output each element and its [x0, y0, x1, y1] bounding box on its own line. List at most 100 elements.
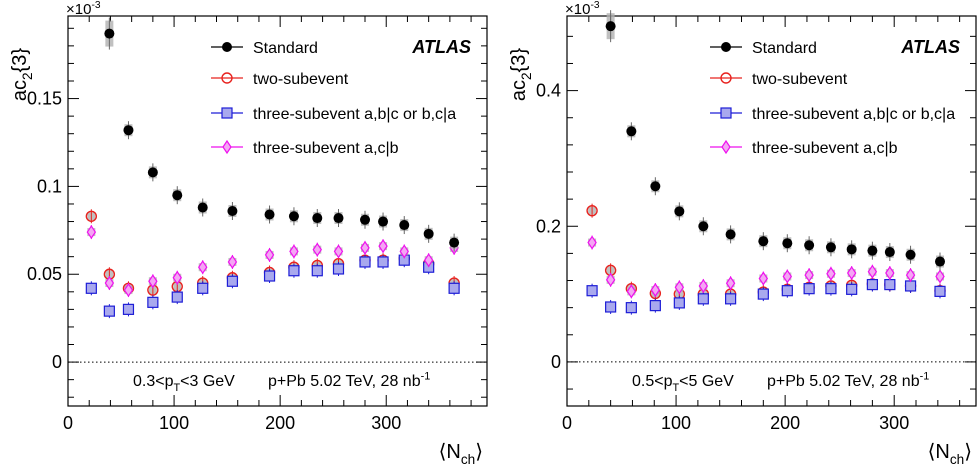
left-annotation-pt-sub: T: [173, 382, 180, 394]
right-three_abc-point: [866, 278, 878, 291]
left-three_acb-point: [399, 244, 409, 259]
right-atlas-label: ATLAS: [900, 37, 960, 57]
left-standard-point: [104, 28, 115, 39]
right-three_abc-point: [605, 301, 617, 313]
left-x-axis-title-sub: ch: [461, 452, 475, 464]
right-three_acb-point: [698, 278, 709, 294]
left-three_abc-point: [103, 305, 115, 317]
left-x-tick-label: 0: [63, 413, 73, 433]
left-three_abc-point: [448, 282, 460, 294]
right-y-axis-title-sub: 2: [519, 72, 534, 80]
right-three_abc-point: [586, 285, 598, 297]
left-three_acb-point: [227, 254, 238, 270]
left-three_acb-point: [172, 270, 182, 285]
right-three_abc-point: [757, 288, 769, 300]
left-three_abc-point: [311, 265, 323, 277]
right-legend-marker-standard: [721, 42, 731, 52]
right-standard-point: [725, 229, 736, 240]
right-legend-marker-three_abc: [720, 107, 732, 119]
left-three_acb-point: [104, 275, 115, 291]
right-standard-point: [935, 256, 946, 267]
right-series-standard: [605, 10, 946, 271]
right-standard-point: [846, 244, 857, 255]
left-standard-point: [449, 237, 460, 248]
right-three_acb-point: [674, 280, 685, 295]
right-three_acb-point: [935, 269, 945, 284]
right-three_abc-point: [846, 283, 858, 295]
left-panel: 0 100 200 300 0 0.05 0.1 0.15 ×10-3 ac2{3} ⟨Nch⟩ St…: [9, 0, 488, 464]
right-annotation-system-sup: -1: [920, 371, 930, 383]
left-legend-label-two: two-subevent: [253, 71, 349, 88]
left-x-axis-title-main: ⟨N: [439, 441, 461, 463]
left-y-exponent-sup: -3: [91, 0, 100, 11]
left-three_abc-point: [122, 303, 135, 315]
left-y-exponent: ×10-3: [66, 0, 101, 18]
left-annotation-pt-tail: <3 GeV: [180, 373, 235, 390]
right-annotation-system-main: p+Pb 5.02 TeV, 28 nb: [767, 373, 920, 390]
right-three_abc-point: [725, 293, 737, 305]
right-panel: 0 100 200 300 0 0.2 0.4 ×10-3 ac2{3} ⟨Nch⟩ Standar…: [508, 0, 977, 464]
right-three_abc-point: [625, 302, 637, 314]
left-legend-label-standard: Standard: [253, 40, 318, 57]
left-three_abc-point: [85, 282, 97, 294]
right-legend-label-three_abc: three-subevent a,b|c or b,c|a: [752, 106, 955, 123]
left-standard-point: [423, 228, 434, 239]
left-three_acb-point: [423, 253, 434, 268]
left-three_acb-point: [312, 242, 322, 257]
left-legend-label-three_abc: three-subevent a,b|c or b,c|a: [253, 106, 456, 123]
left-y-exponent-main: ×10: [66, 1, 91, 18]
left-annotation-pt: 0.3<pT<3 GeV: [133, 373, 235, 394]
right-two-point: [586, 204, 598, 217]
right-three_abc-point: [697, 293, 709, 305]
left-legend-marker-three_acb: [222, 139, 232, 155]
left-three_abc-point: [171, 291, 183, 303]
left-standard-point: [172, 190, 183, 201]
right-annotation-system: p+Pb 5.02 TeV, 28 nb-1: [767, 371, 929, 390]
right-three_acb-point: [804, 268, 814, 283]
left-y-tick-label: 0.1: [37, 176, 62, 196]
right-standard-point: [650, 181, 661, 192]
left-three_abc-point: [263, 270, 276, 282]
left-three_acb-point: [148, 274, 158, 289]
left-standard-point: [264, 209, 275, 220]
right-three_acb-point: [782, 269, 793, 284]
right-standard-point: [698, 221, 709, 232]
left-y-axis-title-tail: {3}: [9, 48, 31, 73]
right-standard-point: [674, 206, 685, 217]
left-x-tick-label: 300: [371, 413, 401, 433]
left-three_acb-point: [333, 244, 344, 259]
left-three_acb-point: [264, 247, 275, 263]
right-y-axis-title: ac2{3}: [508, 48, 534, 101]
right-y-exponent-sup: -3: [590, 0, 599, 11]
left-y-tick-label: 0.05: [27, 264, 62, 284]
right-three_acb-point: [905, 268, 916, 283]
right-series-three_abc: [586, 277, 946, 315]
left-standard-point: [197, 202, 208, 213]
left-standard-point: [227, 206, 238, 216]
right-three_abc-point: [884, 278, 896, 291]
left-x-tick-label: 200: [265, 413, 295, 433]
left-y-axis-title-sub: 2: [20, 72, 35, 80]
left-annotation-system-main: p+Pb 5.02 TeV, 28 nb: [268, 373, 421, 390]
right-standard-point: [782, 238, 793, 249]
left-x-axis-title: ⟨Nch⟩: [439, 441, 483, 464]
right-three_abc-point: [673, 297, 685, 309]
right-x-axis-title: ⟨Nch⟩: [928, 441, 972, 464]
left-standard-point: [312, 213, 323, 224]
right-three_abc-point: [904, 280, 917, 292]
right-three_abc-point: [803, 283, 815, 295]
right-three_acb-point: [826, 266, 836, 281]
right-annotation-pt-main: 0.5<p: [632, 373, 673, 390]
left-standard-point: [378, 216, 389, 227]
left-legend-marker-standard: [222, 42, 232, 52]
right-three_acb-point: [605, 272, 616, 287]
left-three_acb-point: [86, 224, 97, 240]
right-three_abc-point: [781, 285, 793, 297]
right-y-axis-title-tail: {3}: [508, 48, 530, 73]
right-standard-point: [867, 245, 878, 256]
left-standard-point: [333, 213, 344, 224]
right-x-axis-title-tail: ⟩: [964, 441, 972, 463]
right-legend-label-standard: Standard: [752, 40, 817, 57]
left-three_abc-point: [377, 256, 389, 268]
left-standard-point: [399, 220, 410, 231]
